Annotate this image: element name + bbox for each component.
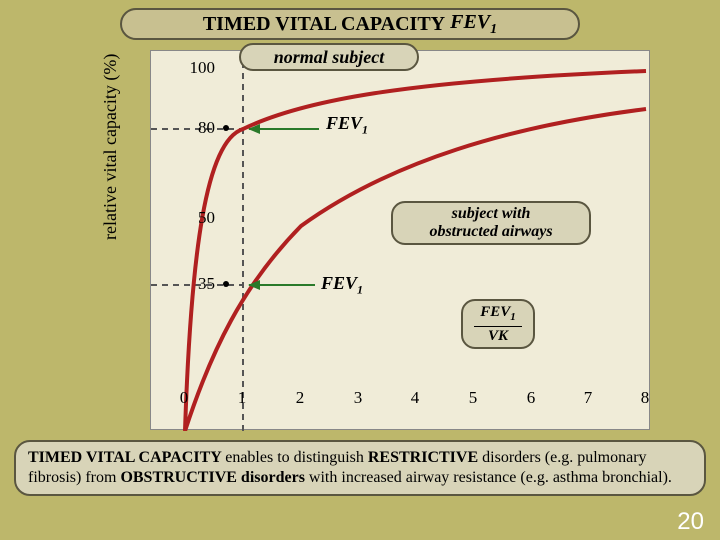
x-tick: 8 [635,388,655,408]
y-axis-label: relative vital capacity (%) [100,54,121,240]
x-tick: 6 [521,388,541,408]
x-tick: 3 [348,388,368,408]
ratio-box: FEV1 VK [461,299,535,349]
fev1-label-upper: FEV1 [326,113,368,138]
title-fev: FEV1 [450,11,497,38]
obstructed-label: subject with obstructed airways [391,201,591,245]
x-tick: 0 [174,388,194,408]
y-tick: 100 [175,58,215,78]
x-tick: 1 [232,388,252,408]
x-tick: 5 [463,388,483,408]
arrow-lower [249,284,315,286]
x-tick: 7 [578,388,598,408]
y-tick: 80 [175,118,215,138]
x-tick: 4 [405,388,425,408]
y-tick: 35 [175,274,215,294]
page-number: 20 [677,508,704,536]
title-text: TIMED VITAL CAPACITY [203,13,445,36]
normal-subject-label: normal subject [239,43,419,71]
arrow-upper [249,128,319,130]
footer-text: TIMED VITAL CAPACITY enables to distingu… [14,440,706,496]
chart: normal subject subject with obstructed a… [150,50,650,430]
title-bar: TIMED VITAL CAPACITY FEV1 [120,8,580,40]
y-tick: 50 [175,208,215,228]
fev1-label-lower: FEV1 [321,273,363,298]
x-tick: 2 [290,388,310,408]
curve-obstructed [185,109,646,431]
